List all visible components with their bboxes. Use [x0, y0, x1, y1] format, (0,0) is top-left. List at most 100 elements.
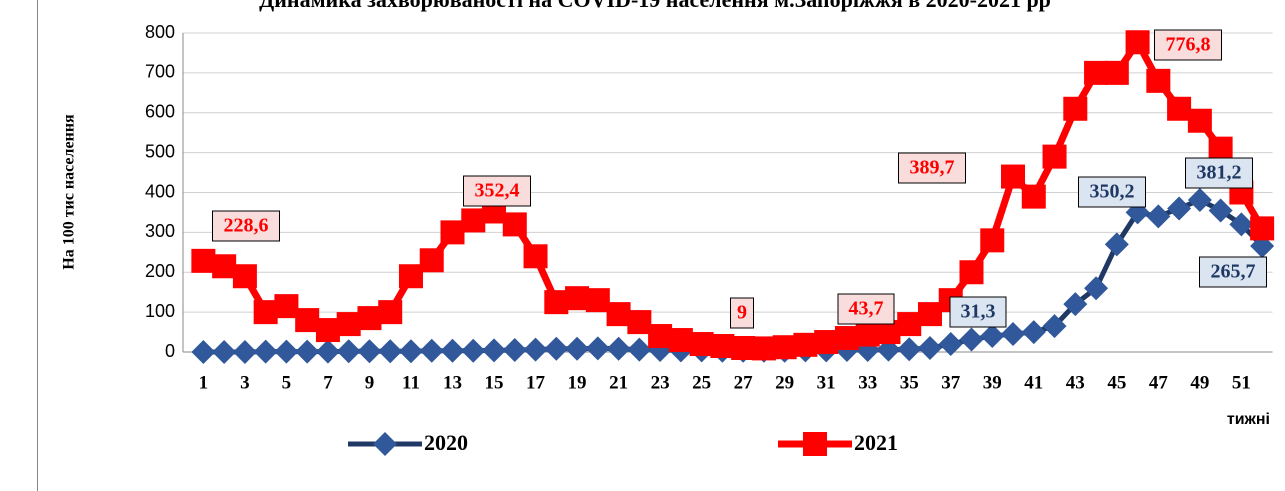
- data-point: [253, 339, 278, 364]
- data-point: [378, 339, 403, 364]
- data-point: [502, 338, 527, 363]
- x-tick-label: 7: [323, 372, 333, 393]
- x-tick-label: 25: [692, 372, 711, 393]
- data-label-box: [1078, 176, 1146, 208]
- x-tick-label: 5: [282, 372, 292, 393]
- data-point: [419, 248, 444, 273]
- data-point: [419, 338, 444, 363]
- data-point: [315, 339, 340, 364]
- data-label: 9: [737, 302, 747, 324]
- data-label-box: [1154, 29, 1222, 61]
- data-label-box: [730, 297, 754, 329]
- y-tick-label: 300: [145, 221, 175, 241]
- data-point: [523, 337, 548, 362]
- x-tick-label: 27: [734, 372, 754, 393]
- x-tick-label: 47: [1149, 372, 1169, 393]
- data-point: [668, 328, 693, 353]
- data-point: [1187, 108, 1212, 133]
- x-tick-label: 21: [609, 372, 628, 393]
- data-point: [917, 336, 942, 361]
- y-tick-label: 100: [145, 301, 175, 321]
- data-point: [959, 260, 984, 285]
- data-label: 43,7: [849, 298, 884, 320]
- x-tick-label: 15: [485, 372, 504, 393]
- x-tick-label: 19: [568, 372, 587, 393]
- x-tick-label: 11: [402, 372, 420, 393]
- x-tick-label: 41: [1024, 372, 1043, 393]
- data-point: [523, 244, 548, 269]
- y-tick-label: 600: [145, 102, 175, 122]
- x-tick-label: 17: [526, 372, 546, 393]
- x-tick-label: 13: [443, 372, 462, 393]
- data-point: [1042, 144, 1067, 169]
- data-point: [710, 334, 735, 359]
- data-label-box: [463, 175, 531, 207]
- data-point: [1125, 30, 1150, 55]
- data-point: [585, 336, 610, 361]
- data-label-box: [898, 152, 966, 184]
- data-point: [855, 322, 880, 347]
- x-tick-label: 45: [1107, 372, 1126, 393]
- data-point: [1001, 164, 1026, 189]
- data-point: [482, 338, 507, 363]
- data-point: [398, 264, 423, 289]
- x-tick-label: 29: [775, 372, 794, 393]
- y-tick-label: 200: [145, 261, 175, 281]
- x-tick-label: 51: [1232, 372, 1251, 393]
- y-tick-label: 400: [145, 181, 175, 201]
- data-point: [1187, 187, 1212, 212]
- data-point: [565, 286, 590, 311]
- x-tick-label: 9: [365, 372, 375, 393]
- data-point: [1001, 322, 1026, 347]
- data-point: [274, 294, 299, 319]
- data-point: [627, 310, 652, 335]
- data-label: 352,4: [475, 180, 520, 202]
- y-tick-label: 800: [145, 22, 175, 42]
- data-label-box: [949, 296, 1007, 328]
- data-point: [814, 330, 839, 355]
- data-label: 389,7: [910, 157, 955, 179]
- data-label: 776,8: [1166, 34, 1211, 56]
- data-point: [191, 248, 216, 273]
- data-point: [1167, 196, 1192, 221]
- data-point: [897, 337, 922, 362]
- legend-label: 2020: [424, 430, 468, 455]
- data-point: [544, 336, 569, 361]
- data-point: [253, 300, 278, 325]
- x-axis-label: тижні: [1227, 411, 1270, 428]
- data-point: [980, 228, 1005, 253]
- data-point: [897, 312, 922, 337]
- data-point: [1146, 204, 1171, 229]
- x-tick-label: 35: [900, 372, 919, 393]
- data-label-box: [1199, 256, 1267, 288]
- chart-title: Динамика захворюваності на COVID-19 насе…: [259, 0, 1051, 12]
- data-point: [959, 327, 984, 352]
- data-point: [606, 336, 631, 361]
- data-point: [1063, 96, 1088, 121]
- data-point: [1084, 276, 1109, 301]
- data-point: [1208, 198, 1233, 223]
- data-point: [689, 332, 714, 357]
- data-point: [1104, 60, 1129, 85]
- legend-marker: [803, 432, 827, 456]
- data-point: [1146, 68, 1171, 93]
- data-point: [1167, 96, 1192, 121]
- data-point: [1021, 320, 1046, 345]
- y-tick-label: 700: [145, 62, 175, 82]
- data-label-box: [212, 210, 280, 242]
- data-point: [440, 220, 465, 245]
- data-point: [212, 340, 237, 364]
- data-point: [502, 212, 527, 237]
- x-tick-label: 39: [983, 372, 1002, 393]
- data-point: [232, 264, 257, 289]
- data-point: [731, 336, 756, 361]
- data-point: [1084, 60, 1109, 85]
- data-point: [295, 308, 320, 333]
- data-point: [461, 208, 486, 233]
- legend-marker: [373, 432, 397, 456]
- data-point: [336, 312, 361, 337]
- data-point: [357, 306, 382, 331]
- data-point: [440, 338, 465, 363]
- data-point: [336, 339, 361, 364]
